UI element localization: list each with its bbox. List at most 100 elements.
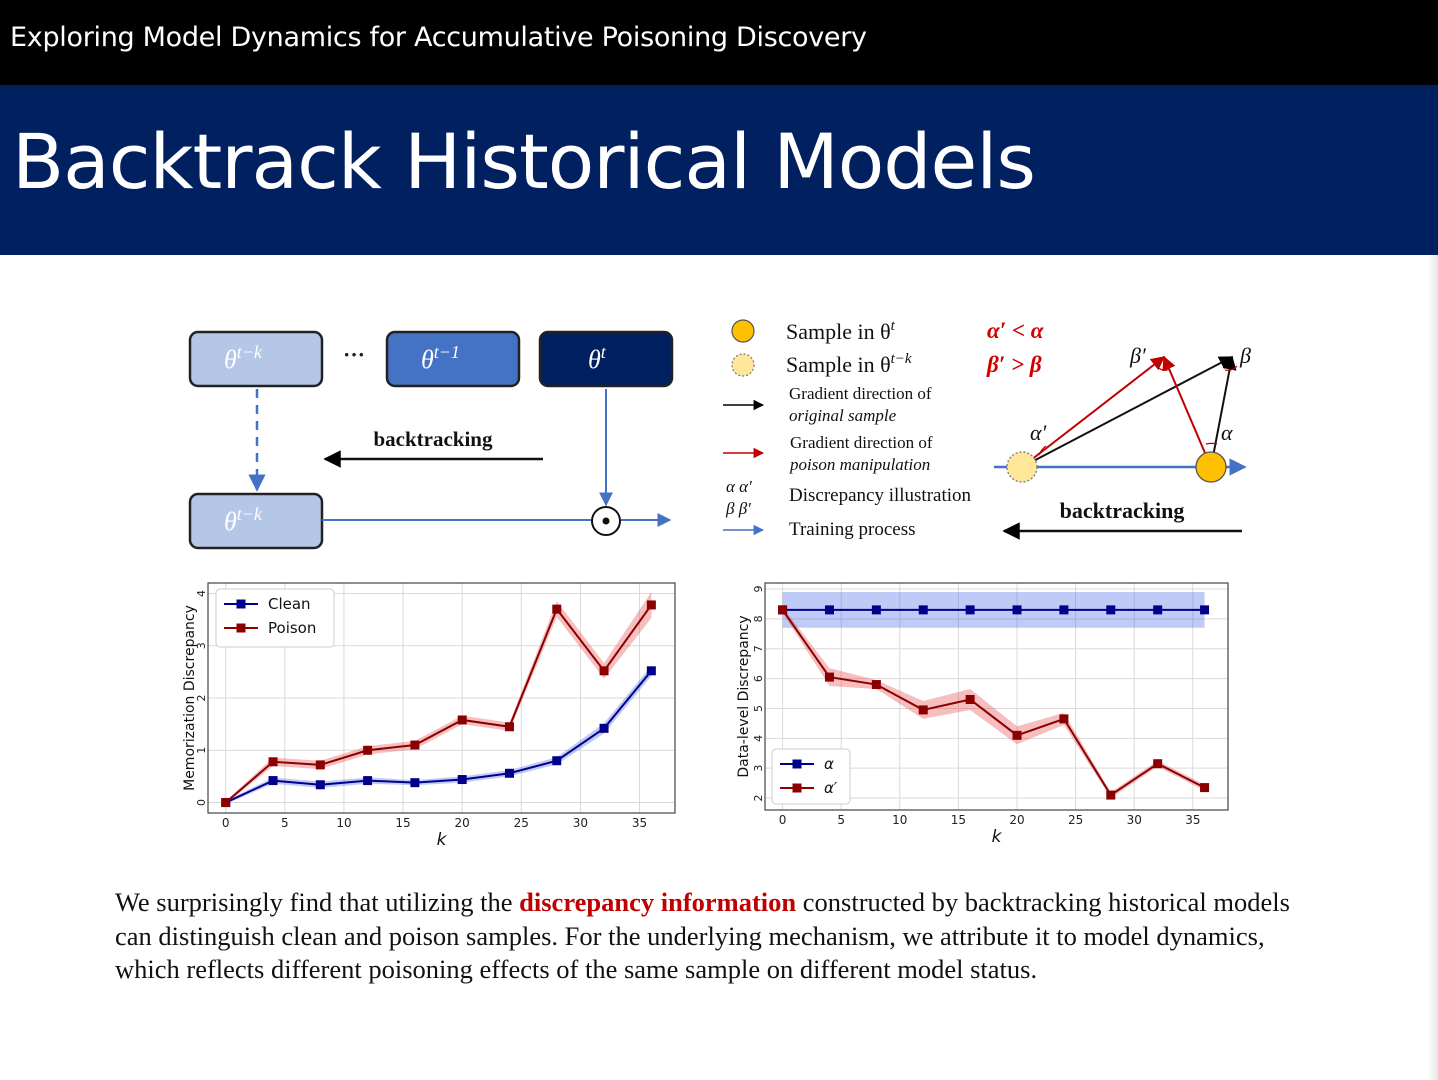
series-point bbox=[1153, 605, 1163, 615]
box-theta-t-minus-k bbox=[188, 330, 324, 388]
label-alpha-prime: α′ bbox=[1030, 420, 1048, 445]
y-tick-label: 4 bbox=[752, 735, 765, 742]
x-tick-label: 5 bbox=[837, 813, 845, 827]
box-theta-t-minus-1-label: θ bbox=[421, 345, 434, 374]
box-theta-t-minus-k-sup: t−k bbox=[237, 342, 263, 362]
series-point bbox=[363, 745, 373, 755]
caption: We surprisingly find that utilizing the … bbox=[115, 886, 1315, 987]
svg-text:Sample in θt−k: Sample in θt−k bbox=[786, 351, 912, 377]
legend-sample-tk: Sample in θ bbox=[786, 352, 891, 377]
data-level-discrepancy-chart: 0 5 10 15 20 25 30 35 2 3 4 5 6 7 8 9 k Data-level Discre… bbox=[736, 582, 1229, 847]
deck-title: Exploring Model Dynamics for Accumulativ… bbox=[10, 22, 867, 53]
box-theta-t-minus-k-bottom-sup: t−k bbox=[237, 504, 263, 524]
series-point bbox=[646, 600, 656, 610]
legend-sample-t: Sample in θ bbox=[786, 319, 891, 344]
series-point bbox=[1106, 605, 1116, 615]
inequality-alpha: α′ < α bbox=[987, 318, 1045, 343]
series-point bbox=[268, 776, 278, 786]
memorization-discrepancy-chart: 0 5 10 15 20 25 30 35 0 1 2 3 4 k Memorization Discrep… bbox=[182, 582, 676, 850]
legend-sample-tk-sup: t−k bbox=[891, 351, 912, 367]
legend-label: Clean bbox=[268, 595, 311, 613]
geometry-black-arrow-right bbox=[1210, 355, 1237, 468]
angle-arc-alpha bbox=[1205, 442, 1218, 445]
y-axis-label: Data-level Discrepancy bbox=[736, 615, 752, 777]
series-line-b bbox=[225, 604, 653, 804]
series-point bbox=[1012, 605, 1022, 615]
sample-tk-point bbox=[1006, 451, 1038, 483]
series-point bbox=[599, 723, 609, 733]
y-tick-label: 9 bbox=[752, 585, 765, 592]
svg-text:θt−k: θt−k bbox=[224, 504, 263, 536]
model-backtrack-diagram: θt−k ··· θt−1 θt backtracking θt−k bbox=[188, 330, 674, 550]
series-point bbox=[504, 768, 514, 778]
series-band-b bbox=[225, 591, 652, 805]
legend-label: α′ bbox=[824, 779, 838, 797]
svg-text:θt−1: θt−1 bbox=[421, 342, 460, 374]
series-point bbox=[778, 605, 788, 615]
x-tick-label: 10 bbox=[892, 813, 907, 827]
plot-frame bbox=[207, 582, 676, 814]
box-theta-t-minus-k-bottom-label: θ bbox=[224, 507, 237, 536]
series-point bbox=[552, 604, 562, 614]
x-tick-label: 25 bbox=[514, 816, 529, 830]
legend-marker bbox=[792, 759, 802, 769]
legend-discrepancy: Discrepancy illustration bbox=[789, 485, 972, 506]
legend-grad-original-1: Gradient direction of bbox=[789, 384, 932, 403]
slide-title: Backtrack Historical Models bbox=[12, 117, 1036, 206]
x-tick-label: 30 bbox=[573, 816, 588, 830]
series-line-a bbox=[225, 670, 653, 804]
series-point bbox=[410, 740, 420, 750]
backtracking-label-right: backtracking bbox=[1060, 498, 1185, 523]
legend-marker bbox=[792, 783, 802, 793]
x-tick-label: 20 bbox=[455, 816, 470, 830]
box-theta-t-sup: t bbox=[601, 342, 607, 362]
operator-dot bbox=[602, 517, 610, 525]
x-tick-label: 5 bbox=[281, 816, 289, 830]
series-point bbox=[268, 757, 278, 767]
y-tick-label: 2 bbox=[195, 695, 208, 702]
legend-label: Poison bbox=[268, 619, 316, 637]
x-tick-label: 10 bbox=[336, 816, 351, 830]
series-point bbox=[221, 798, 231, 808]
label-beta: β bbox=[1239, 343, 1251, 368]
series-point bbox=[965, 605, 975, 615]
series-point bbox=[871, 680, 881, 690]
svg-text:Sample in θt: Sample in θt bbox=[786, 318, 896, 344]
plot-frame bbox=[764, 582, 1229, 811]
series-point bbox=[1153, 759, 1163, 769]
legend-grad-poison-2: poison manipulation bbox=[789, 455, 930, 474]
legend-symbols-2: β β′ bbox=[725, 499, 751, 518]
box-theta-t-minus-1-sup: t−1 bbox=[434, 342, 460, 362]
slide-edge-shadow bbox=[1428, 255, 1438, 1080]
series-point bbox=[315, 760, 325, 770]
diagram-legend: Sample in θt Sample in θt−k Gradient dir… bbox=[723, 318, 972, 540]
geometry-red-arrow-right bbox=[1162, 355, 1212, 468]
sample-t-marker bbox=[731, 319, 755, 343]
series-point bbox=[315, 780, 325, 790]
y-tick-label: 1 bbox=[195, 747, 208, 754]
angle-arc-alpha-prime bbox=[1038, 445, 1047, 456]
series-line-b bbox=[781, 609, 1206, 797]
svg-text:θt: θt bbox=[588, 342, 607, 374]
x-tick-label: 0 bbox=[222, 816, 230, 830]
series-point bbox=[824, 672, 834, 682]
label-alpha: α bbox=[1221, 420, 1233, 445]
series-point bbox=[599, 666, 609, 676]
caption-part-1: We surprisingly find that utilizing the bbox=[115, 887, 520, 917]
series-point bbox=[1059, 714, 1069, 724]
series-point bbox=[552, 756, 562, 766]
caption-highlight: discrepancy information bbox=[519, 887, 797, 917]
y-axis-label: Memorization Discrepancy bbox=[182, 605, 198, 791]
ellipsis: ··· bbox=[343, 342, 365, 367]
legend-training: Training process bbox=[789, 519, 916, 540]
inequality-beta: β′ > β bbox=[986, 352, 1042, 377]
box-theta-t bbox=[538, 330, 674, 388]
legend-marker bbox=[236, 623, 246, 633]
x-axis-label: k bbox=[437, 830, 448, 850]
x-tick-label: 15 bbox=[395, 816, 410, 830]
series-point bbox=[410, 778, 420, 788]
legend-symbols-1: α α′ bbox=[726, 477, 752, 496]
caption-part-2: constructed by backtracking historical m… bbox=[115, 887, 1290, 984]
y-tick-label: 2 bbox=[752, 795, 765, 802]
